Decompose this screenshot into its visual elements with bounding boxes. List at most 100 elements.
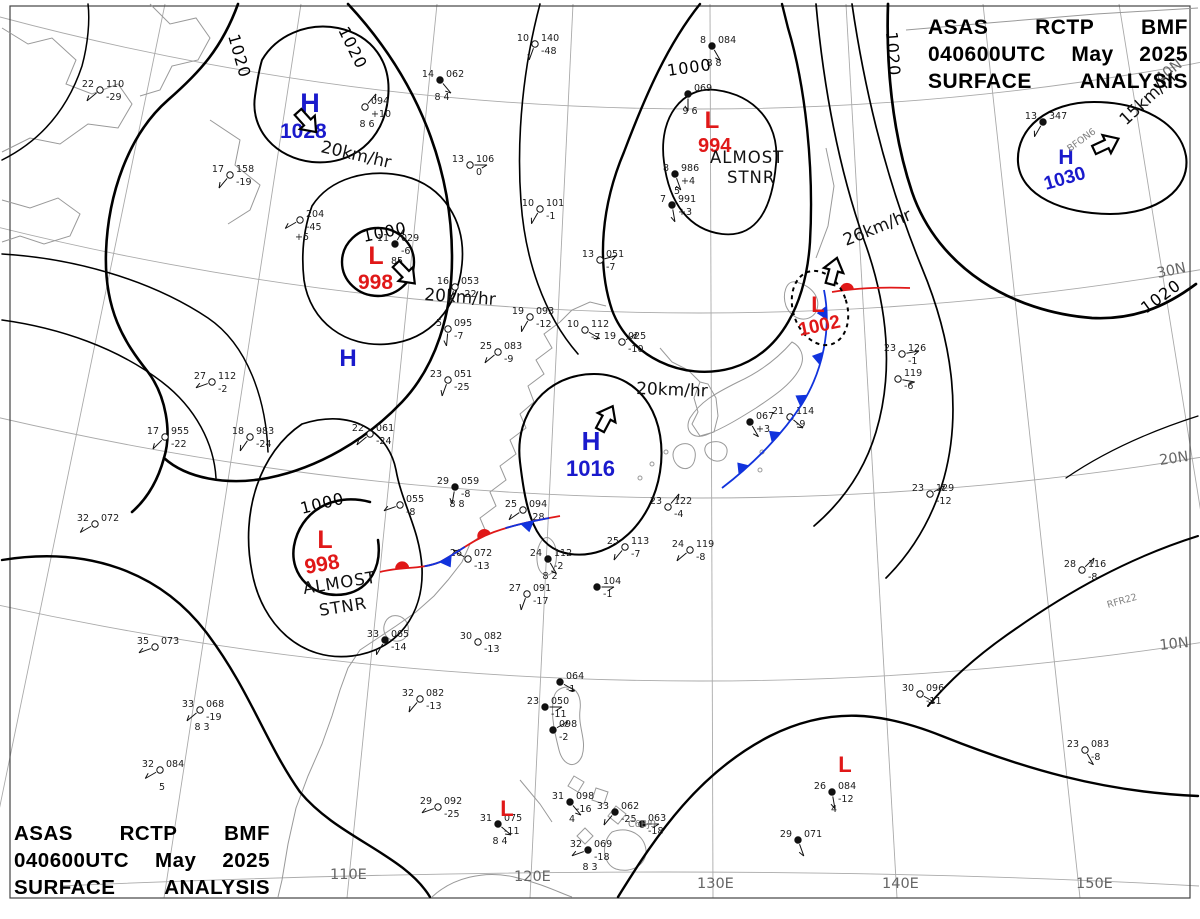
map-label: 092 — [444, 796, 462, 807]
map-label: 33 — [597, 801, 609, 812]
map-label: 14 — [422, 69, 434, 80]
wind-barb — [356, 436, 367, 446]
map-label: -7 — [631, 549, 640, 560]
map-label: 32 — [77, 513, 89, 524]
wind-barb — [285, 221, 297, 229]
movement-speed-label: 26km/hr — [840, 205, 914, 250]
longitude-line — [845, 3, 898, 899]
map-label: 084 — [718, 35, 736, 46]
coastline — [815, 147, 835, 259]
fronts — [379, 282, 911, 573]
coastline — [704, 441, 728, 462]
wind-barb — [676, 178, 682, 191]
wind-barb-tick — [445, 90, 452, 94]
map-label: 073 — [161, 636, 179, 647]
map-label: 9 6 — [682, 106, 697, 117]
movement-arrow — [594, 404, 617, 434]
map-label: 064 — [566, 671, 584, 682]
station-circle — [549, 726, 557, 734]
wind-barb — [508, 512, 520, 521]
map-label: 22 — [82, 79, 94, 90]
station-plot: 23 126 -1 — [884, 343, 926, 367]
wind-barb-tick — [374, 93, 377, 100]
coastline — [431, 874, 573, 898]
map-label: 5 — [436, 318, 442, 329]
map-label: 8 8 — [706, 58, 721, 69]
title-word: ASAS — [14, 822, 73, 845]
title-word: SURFACE — [14, 876, 116, 899]
title-line-2: 040600UTC May 2025 — [928, 41, 1188, 68]
map-label: 8 — [700, 35, 706, 46]
map-label: 122 — [674, 496, 692, 507]
wind-barb-tick — [633, 333, 638, 339]
isobar — [292, 498, 380, 597]
map-label: 140 — [541, 33, 559, 44]
station-circle — [156, 766, 164, 774]
coastline — [691, 381, 719, 437]
station-plot: 119-6 — [894, 368, 922, 392]
station-plot: 14 062 8 4 — [422, 69, 464, 103]
wind-barb — [86, 92, 97, 102]
wind-barb-tick — [797, 426, 804, 429]
map-label: 119 — [904, 368, 922, 379]
isobar — [247, 418, 423, 658]
longitude-label: 150E — [1076, 876, 1113, 892]
station-circle — [494, 348, 502, 356]
station-plot: 23 129 -12 — [912, 483, 954, 507]
station-circle — [434, 803, 442, 811]
wind-barb — [453, 550, 465, 558]
map-label: -9 — [504, 354, 513, 365]
station-circle — [494, 820, 502, 828]
station-plot: 7 991 +3 — [660, 194, 696, 223]
station-plot: 24 112 -28 2 — [530, 548, 572, 582]
map-label: 084 — [838, 781, 856, 792]
isobar — [1, 3, 90, 161]
station-plot: 26 084 -124 — [814, 781, 856, 815]
station-plot: 19 025 -10 — [604, 331, 646, 355]
map-label: 062 — [621, 801, 639, 812]
wind-barb-tick — [613, 554, 616, 561]
cold-front-triangle — [737, 462, 750, 475]
coastline — [139, 3, 211, 97]
station-plot: 104-1 — [593, 576, 621, 600]
map-label: 8 4 — [434, 92, 449, 103]
station-plot: 27 112 -2 — [194, 371, 236, 395]
wind-barb — [572, 805, 582, 816]
station-plot: 25 083 -9 — [480, 341, 522, 365]
map-label: 23 — [912, 483, 924, 494]
station-plot: 22 110 -29 — [82, 79, 124, 103]
isobar-value-label: 1000 — [666, 55, 713, 80]
island — [637, 475, 643, 481]
wind-barb-tick — [218, 182, 221, 189]
station-plot: 8 986 +45 — [663, 163, 699, 197]
coastline — [659, 347, 701, 383]
isobar — [1, 319, 217, 479]
station-circle — [916, 690, 924, 698]
map-label: 098 — [576, 791, 594, 802]
wind-barb — [713, 49, 721, 61]
latitude-line — [59, 871, 1200, 887]
map-label: -2 — [218, 384, 227, 395]
map-label: -14 — [391, 642, 407, 653]
map-label: 33 — [367, 629, 379, 640]
wind-barb-tick — [798, 851, 805, 857]
map-label: 17 — [147, 426, 159, 437]
stationary-front-cold-segment — [379, 515, 561, 573]
wind-barb-tick — [676, 555, 680, 562]
pressure-value: 1016 — [566, 456, 615, 481]
station-plot: 32 069 -188 3 — [570, 839, 612, 873]
station-circle — [436, 76, 444, 84]
map-label: 025 — [628, 331, 646, 342]
title-word: ASAS — [928, 16, 989, 39]
station-circle — [451, 483, 459, 491]
map-label: 31 — [552, 791, 564, 802]
isobar — [601, 2, 813, 373]
low-center-symbol: L — [500, 796, 513, 821]
isobar — [340, 226, 416, 298]
map-label: 991 — [678, 194, 696, 205]
map-label: -25 — [444, 809, 460, 820]
map-label: -6 — [401, 246, 410, 257]
map-label: 18 — [232, 426, 244, 437]
map-label: 096 — [926, 683, 944, 694]
